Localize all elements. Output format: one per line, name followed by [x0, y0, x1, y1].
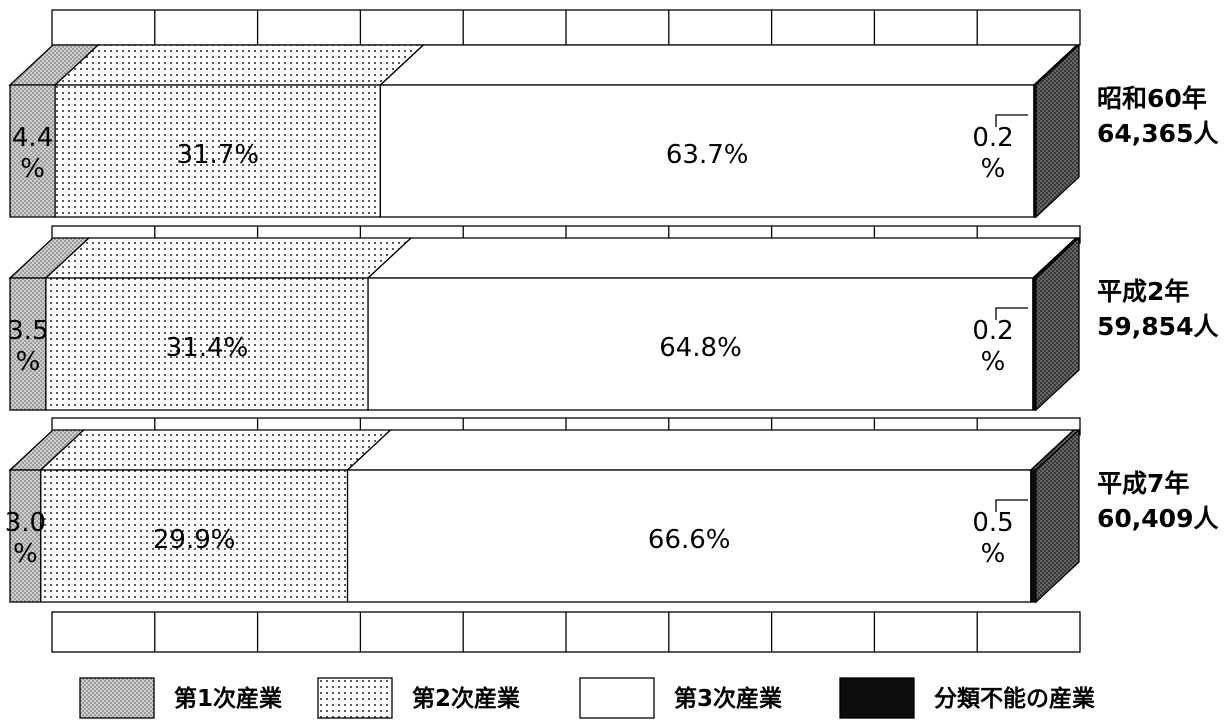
- bar-top-2: [53, 44, 426, 86]
- bar-top-3: [378, 44, 1079, 86]
- bar-segment-1: [9, 277, 47, 411]
- bar-segment-3: [346, 469, 1032, 603]
- legend-swatch-4: [839, 677, 915, 719]
- bar-side: [1035, 236, 1080, 412]
- legend-swatch-1: [79, 677, 155, 719]
- bar-segment-1: [9, 469, 42, 603]
- bar-segment-2: [54, 84, 382, 218]
- leader-line: [995, 499, 1028, 512]
- bar-side: [1035, 428, 1080, 604]
- labels: 4.4% 31.7% 63.7% 0.2 % 昭和60年 64,365人 3.5% 31.4% 6…: [5, 84, 1219, 569]
- value-label-4: 0.2%: [972, 123, 1013, 184]
- legend-label-4: 分類不能の産業: [934, 685, 1096, 712]
- value-label-2: 29.9%: [153, 525, 236, 555]
- bar-segment-4: [1032, 277, 1036, 411]
- value-label-2: 31.7%: [176, 140, 259, 170]
- bar-side: [1035, 43, 1080, 219]
- bar-top-3: [345, 429, 1076, 471]
- category-label: 平成2年: [1097, 277, 1189, 306]
- value-label-1: 3.5%: [7, 316, 48, 377]
- value-label-4: 0.5%: [972, 508, 1013, 569]
- legend-label-1: 第1次産業: [174, 685, 283, 712]
- bars: [8, 43, 1081, 604]
- legend-swatch-2: [317, 677, 393, 719]
- category-total: 64,365人: [1097, 119, 1218, 148]
- bar-segment-3: [379, 84, 1035, 218]
- value-label-4: 0.2%: [972, 316, 1013, 377]
- bar-segment-4: [1030, 469, 1037, 603]
- bar-segment-2: [40, 469, 349, 603]
- leader-line: [995, 307, 1028, 320]
- bar-top-2: [39, 429, 393, 471]
- value-label-3: 66.6%: [648, 525, 731, 555]
- legend-label-3: 第3次産業: [674, 685, 783, 712]
- category-total: 59,854人: [1097, 312, 1218, 341]
- leader-line: [995, 114, 1028, 127]
- category-total: 60,409人: [1097, 504, 1218, 533]
- value-label-3: 63.7%: [666, 140, 749, 170]
- bar-top-3: [366, 237, 1078, 279]
- category-label: 昭和60年: [1097, 84, 1207, 113]
- bar-top-2: [44, 237, 413, 279]
- value-label-1: 4.4%: [12, 123, 53, 184]
- legend: 第1次産業 第2次産業 第3次産業 分類不能の産業: [79, 677, 1096, 719]
- value-label-3: 64.8%: [659, 333, 742, 363]
- value-label-1: 3.0%: [5, 508, 46, 569]
- category-label: 平成7年: [1097, 469, 1189, 498]
- bar-segment-3: [367, 277, 1034, 411]
- legend-swatch-3: [579, 677, 655, 719]
- legend-label-2: 第2次産業: [412, 685, 521, 712]
- bar-segment-2: [45, 277, 369, 411]
- value-label-2: 31.4%: [166, 333, 249, 363]
